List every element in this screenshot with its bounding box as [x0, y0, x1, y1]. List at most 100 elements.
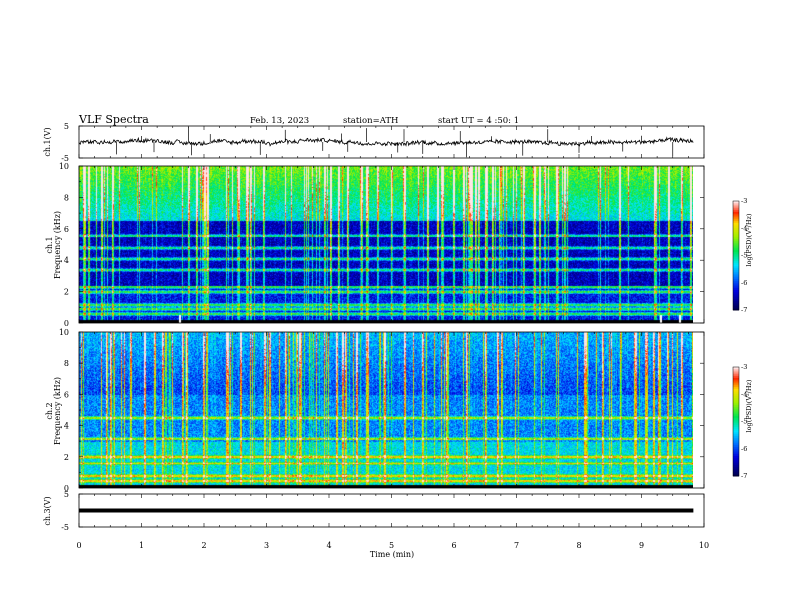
ch2-colorbar-swatch [733, 428, 739, 432]
ch1-colorbar-swatch [733, 220, 739, 224]
ch1-colorbar-swatch [733, 279, 739, 282]
ch1-colorbar-swatch [733, 280, 739, 284]
ch2-colorbar-swatch [733, 465, 739, 468]
ch2-colorbar-swatch [733, 470, 739, 473]
ch1-colorbar-swatch [733, 268, 739, 271]
ch3-waveform-ytick-label: -5 [61, 523, 69, 532]
ch2-colorbar-swatch [733, 399, 739, 403]
ch1-colorbar-swatch [733, 308, 739, 311]
ch2-colorbar-swatch [733, 434, 739, 437]
ch1-colorbar-swatch [733, 239, 739, 242]
ch1-colorbar-swatch [733, 248, 739, 251]
ch2-colorbar-swatch [733, 403, 739, 406]
x-tick-label: 8 [576, 541, 581, 550]
ch2-colorbar-swatch [733, 426, 739, 430]
ch1-waveform-ylabel: ch.1(V) [43, 127, 52, 156]
ch2-colorbar-swatch [733, 412, 739, 415]
x-tick-label: 0 [76, 541, 81, 550]
ch1-colorbar-tick: -3 [741, 197, 747, 205]
x-tick-label: 4 [326, 541, 331, 550]
ch2-colorbar-swatch [733, 401, 739, 404]
ch1-colorbar-swatch [733, 271, 739, 275]
ch1-colorbar-swatch [733, 291, 739, 295]
ch2-colorbar-swatch [733, 466, 739, 470]
ch3-waveform-ylabel: ch.3(V) [43, 496, 52, 525]
ch2-spectrogram-ytick-label: 4 [64, 422, 69, 431]
x-tick-label: 2 [201, 541, 206, 550]
ch2-colorbar-swatch [733, 430, 739, 433]
ch1-colorbar-tick: -5 [741, 252, 747, 260]
ch2-colorbar-tick: -6 [741, 445, 747, 453]
ch1-colorbar-swatch [733, 213, 739, 217]
ch2-spectrogram-ytick-label: 10 [59, 328, 69, 337]
ch2-colorbar-swatch [733, 406, 739, 410]
ch2-colorbar-swatch [733, 457, 739, 461]
ch2-colorbar-swatch [733, 367, 739, 370]
x-axis-label: Time (min) [370, 550, 414, 559]
ch1-colorbar-swatch [733, 208, 739, 211]
ch2-colorbar-swatch [733, 385, 739, 388]
station-label: station=ATH [343, 116, 398, 126]
ch1-colorbar-swatch [733, 264, 739, 267]
ch2-colorbar-label: log(PSD)(V²/Hz) [745, 379, 753, 432]
ch1-colorbar-swatch [733, 206, 739, 209]
ch1-colorbar-swatch [733, 240, 739, 244]
ch1-colorbar-swatch [733, 246, 739, 249]
ch1-colorbar-swatch [733, 304, 739, 307]
ch1-spectrogram-ylabel-top: ch.1 [45, 236, 54, 253]
ch1-colorbar-swatch [733, 250, 739, 253]
ch1-colorbar-swatch [733, 219, 739, 222]
ch1-colorbar-swatch [733, 201, 739, 204]
ch2-colorbar-swatch [733, 445, 739, 448]
ch2-colorbar-swatch [733, 423, 739, 426]
ch1-spectrogram-ylabel: Frequency (kHz) [53, 211, 62, 279]
ch1-spectrogram-ytick-label: 0 [64, 319, 69, 328]
ch2-colorbar-swatch [733, 454, 739, 457]
ch1-colorbar-swatch [733, 233, 739, 237]
ch2-colorbar-swatch [733, 376, 739, 379]
ch1-colorbar-swatch [733, 253, 739, 256]
x-tick-label: 3 [264, 541, 269, 550]
ch1-colorbar-swatch [733, 242, 739, 246]
date-label: Feb. 13, 2023 [250, 116, 309, 126]
ch1-colorbar-tick: -4 [741, 224, 747, 232]
ch1-spectrogram-ytick-label: 6 [64, 225, 69, 234]
x-tick-label: 10 [699, 541, 709, 550]
ch1-colorbar-swatch [733, 259, 739, 262]
ch2-colorbar-swatch [733, 474, 739, 477]
ch1-colorbar-swatch [733, 251, 739, 255]
ch1-colorbar-label: log(PSD)(V²/Hz) [745, 213, 753, 266]
ch1-colorbar-swatch [733, 262, 739, 266]
ch2-colorbar-swatch [733, 436, 739, 439]
ch1-colorbar-swatch [733, 244, 739, 247]
ch1-colorbar-swatch [733, 260, 739, 264]
ch2-colorbar-swatch [733, 390, 739, 393]
ch1-colorbar-swatch [733, 293, 739, 296]
ch1-colorbar-frame [732, 200, 740, 311]
ch1-waveform-line [78, 136, 694, 147]
ch2-colorbar-swatch [733, 450, 739, 453]
ch1-colorbar-swatch [733, 202, 739, 206]
ch2-colorbar-swatch [733, 456, 739, 459]
ch2-colorbar-swatch [733, 439, 739, 442]
ch1-colorbar-swatch [733, 300, 739, 304]
ch1-spectrogram-ytick-label: 10 [59, 162, 69, 171]
ch1-colorbar-swatch [733, 297, 739, 300]
ch1-colorbar-swatch [733, 226, 739, 229]
ch2-colorbar-swatch [733, 468, 739, 472]
ch2-colorbar-swatch [733, 448, 739, 452]
ch1-colorbar-swatch [733, 217, 739, 220]
ch2-colorbar-swatch [733, 419, 739, 422]
ch1-colorbar-swatch [733, 255, 739, 258]
figure-title: VLF Spectra [78, 113, 149, 126]
ch2-colorbar-swatch [733, 396, 739, 399]
ch2-colorbar-swatch [733, 372, 739, 375]
ch2-colorbar-swatch [733, 374, 739, 377]
ch2-colorbar-swatch [733, 408, 739, 412]
ch1-colorbar-swatch [733, 211, 739, 215]
ch2-colorbar-swatch [733, 368, 739, 372]
ch1-colorbar-swatch [733, 284, 739, 287]
ch1-colorbar-swatch [733, 277, 739, 280]
ch1-spectrogram-ytick-label: 2 [64, 288, 69, 297]
